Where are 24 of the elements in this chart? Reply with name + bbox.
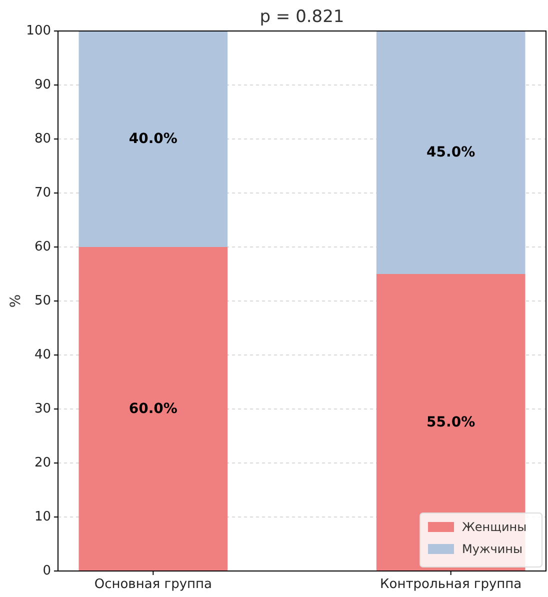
y-tick-label: 50 [34,294,51,308]
bar [78,247,228,571]
y-tick-label: 40 [34,348,51,362]
legend-label: Женщины [462,520,527,534]
bar [376,31,526,274]
data-label: 55.0% [426,414,476,430]
y-tick-label: 70 [34,186,51,200]
y-tick-label: 20 [34,456,51,470]
data-label: 40.0% [128,131,178,147]
y-tick-label: 0 [42,564,51,578]
legend-label: Мужчины [462,542,522,556]
data-label: 60.0% [128,401,178,417]
y-axis-title: % [8,294,24,308]
chart-title: p = 0.821 [260,7,344,27]
x-tick-label: Основная группа [94,577,212,592]
data-label: 45.0% [426,144,476,160]
y-tick-label: 100 [26,24,51,38]
y-tick-label: 80 [34,132,51,146]
y-tick-label: 60 [34,240,51,254]
y-tick-label: 10 [34,510,51,524]
y-tick-label: 30 [34,402,51,416]
bar [78,31,228,247]
x-tick-label: Контрольная группа [380,577,522,592]
y-tick-label: 90 [34,78,51,92]
